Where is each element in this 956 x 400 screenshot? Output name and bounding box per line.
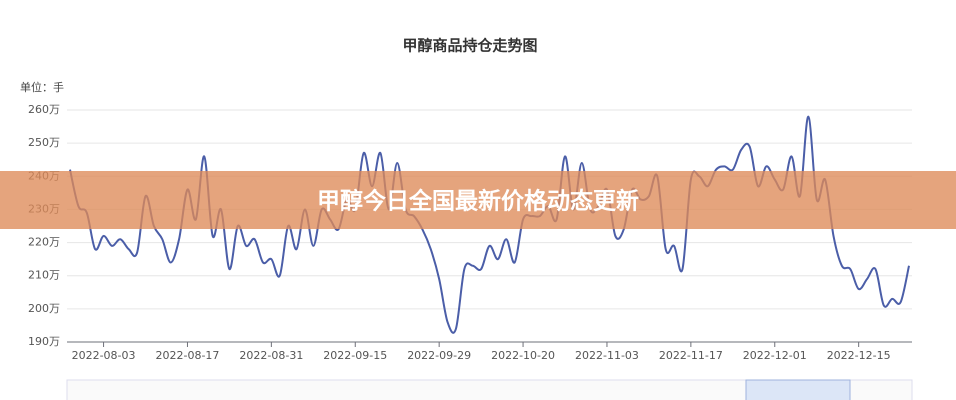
x-tick-label: 2022-09-29 [407,349,471,362]
banner [0,171,956,229]
zoom-slider[interactable] [66,379,913,400]
banner-text: 甲醇今日全国最新价格动态更新 [317,188,639,215]
x-tick-label: 2022-12-01 [743,349,807,362]
zoom-window[interactable] [745,379,851,400]
x-tick-label: 2022-10-20 [491,349,555,362]
unit-label: 单位：手 [20,80,64,94]
y-tick-label: 210万 [28,269,60,282]
x-tick-label: 2022-08-31 [239,349,303,362]
x-tick-label: 2022-11-17 [659,349,723,362]
x-tick-label: 2022-09-15 [323,349,387,362]
x-tick-label: 2022-12-15 [827,349,891,362]
y-tick-label: 260万 [28,103,60,116]
x-tick-label: 2022-08-03 [72,349,136,362]
y-tick-label: 250万 [28,136,60,149]
y-tick-label: 200万 [28,302,60,315]
chart-title: 甲醇商品持仓走势图 [402,37,537,55]
x-tick-label: 2022-08-17 [155,349,219,362]
plot: 190万200万210万220万230万240万250万260万2022-08-… [28,103,912,362]
y-tick-label: 220万 [28,236,60,249]
y-tick-label: 190万 [28,335,60,348]
x-tick-label: 2022-11-03 [575,349,639,362]
